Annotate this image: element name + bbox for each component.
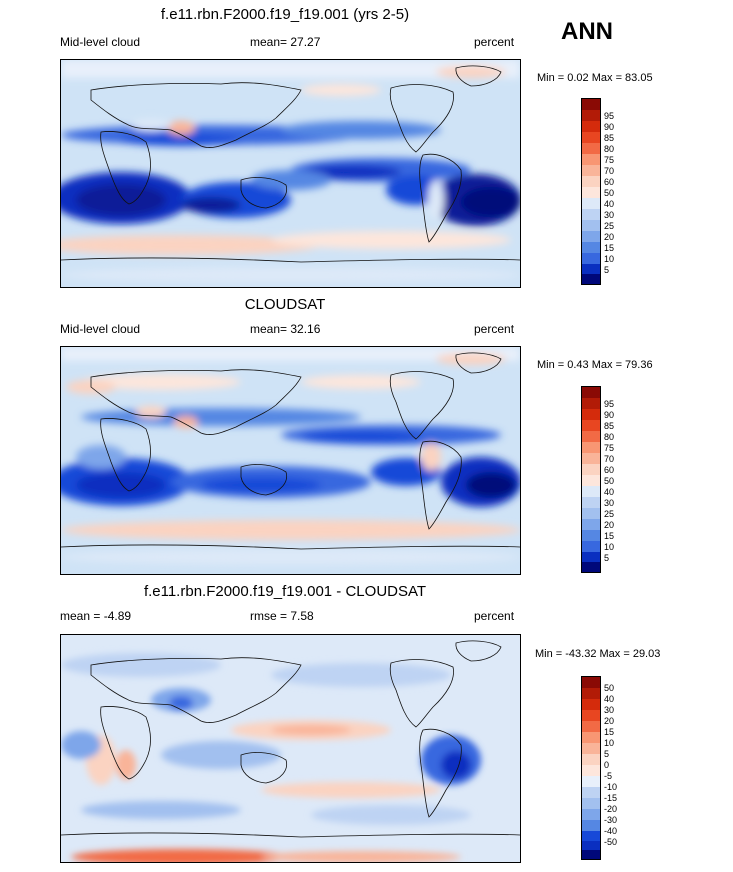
cbar-2-tick: 80 [604,432,615,442]
cbar-3-tick: -20 [604,804,618,814]
cbar-3-tick: 40 [604,694,615,704]
cbar-3-tick: -30 [604,815,618,825]
panel-2-title: CLOUDSAT [244,296,326,313]
cbar-2-tick: 50 [604,476,615,486]
cbar-1-tick: 90 [604,122,615,132]
cbar-3-tick: 10 [604,738,615,748]
panel-3-units-label: percent [474,609,515,623]
cbar-1-tick: 75 [604,155,615,165]
panel-2-colorbar [581,386,601,573]
cbar-1-tick: 25 [604,221,615,231]
cbar-2-tick: 10 [604,542,615,552]
cbar-1-tick: 50 [604,188,615,198]
panel-3-minmax-label: Min = -43.32 Max = 29.03 [535,648,661,660]
cbar-1-tick: 80 [604,144,615,154]
panel-2-mean-label: mean= 32.16 [250,322,321,336]
cbar-1-tick: 40 [604,199,615,209]
cbar-1-tick: 30 [604,210,615,220]
panel-1-variable-label: Mid-level cloud [60,35,141,49]
cbar-3-tick: -40 [604,826,618,836]
panel-1-mean-label: mean= 27.27 [250,35,321,49]
cbar-2-tick: 85 [604,421,615,431]
panel-1-title: f.e11.rbn.F2000.f19_f19.001 (yrs 2-5) [160,6,410,23]
cbar-1-tick: 60 [604,177,615,187]
cbar-3-tick: 5 [604,749,610,759]
panel-3-colorbar [581,676,601,860]
cbar-1-tick: 10 [604,254,615,264]
cbar-2-tick: 40 [604,487,615,497]
panel-1-map [60,59,521,288]
panel-2-variable-label: Mid-level cloud [60,322,141,336]
cbar-2-tick: 70 [604,454,615,464]
panel-3-map [60,634,521,863]
cbar-3-tick: 30 [604,705,615,715]
panel-3-rmse-label: rmse = 7.58 [250,609,314,623]
cbar-3-tick: 0 [604,760,610,770]
cbar-2-tick: 90 [604,410,615,420]
cbar-2-tick: 20 [604,520,615,530]
season-label: ANN [561,18,613,45]
panel-1-units-label: percent [474,35,515,49]
panel-3-title: f.e11.rbn.F2000.f19_f19.001 - CLOUDSAT [143,583,427,600]
panel-2-units-label: percent [474,322,515,336]
panel-1-minmax-label: Min = 0.02 Max = 83.05 [537,72,653,84]
cbar-2-tick: 60 [604,465,615,475]
cbar-1-tick: 5 [604,265,610,275]
cbar-1-tick: 15 [604,243,615,253]
cbar-2-tick: 75 [604,443,615,453]
cbar-3-tick: -50 [604,837,618,847]
cbar-1-tick: 85 [604,133,615,143]
cbar-3-tick: -10 [604,782,618,792]
cbar-1-tick: 95 [604,111,615,121]
cbar-3-tick: 50 [604,683,615,693]
cbar-3-tick: 15 [604,727,615,737]
cbar-3-tick: -5 [604,771,613,781]
cbar-3-tick: -15 [604,793,618,803]
panel-2-minmax-label: Min = 0.43 Max = 79.36 [537,359,653,371]
cbar-2-tick: 5 [604,553,610,563]
panel-2-map [60,346,521,575]
cbar-2-tick: 25 [604,509,615,519]
panel-3-mean-label: mean = -4.89 [60,609,132,623]
cbar-2-tick: 95 [604,399,615,409]
cbar-1-tick: 70 [604,166,615,176]
cbar-2-tick: 15 [604,531,615,541]
cbar-2-tick: 30 [604,498,615,508]
panel-1-colorbar [581,98,601,285]
cbar-1-tick: 20 [604,232,615,242]
cbar-3-tick: 20 [604,716,615,726]
